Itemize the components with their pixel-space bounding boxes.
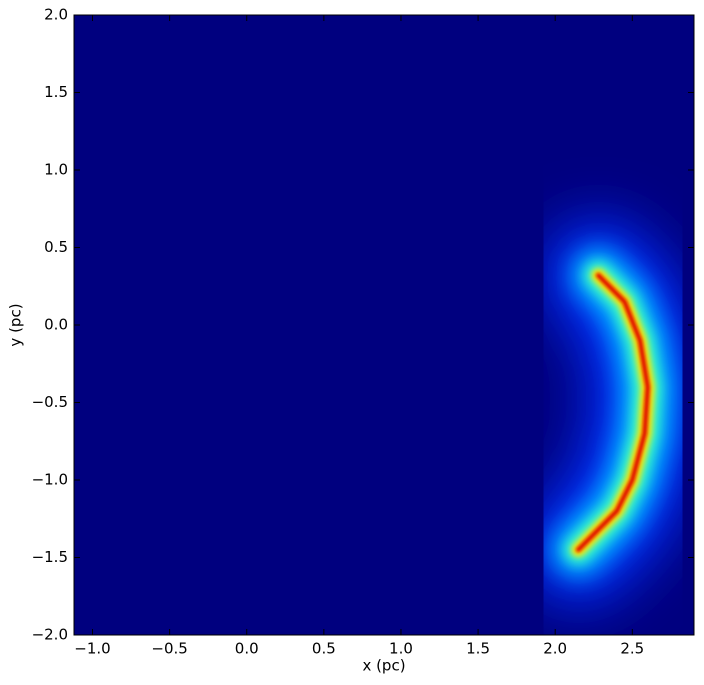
y-tick-label: 1.0 (44, 161, 68, 179)
x-tick-label: 2.5 (620, 640, 644, 658)
y-tick-label: 2.0 (44, 6, 68, 24)
y-tick-label: −2.0 (32, 626, 68, 644)
x-tick-label: 2.0 (543, 640, 567, 658)
density-ridge (575, 272, 651, 553)
y-tick-label: −0.5 (32, 393, 68, 411)
x-tick-label: 1.0 (389, 640, 413, 658)
y-tick-label: −1.5 (32, 548, 68, 566)
y-tick-label: 0.5 (44, 238, 68, 256)
y-tick-label: 1.5 (44, 83, 68, 101)
y-tick-label: 0.0 (44, 316, 68, 334)
density-layers (523, 220, 694, 605)
x-tick-label: 0.0 (235, 640, 259, 658)
x-tick-label: 1.5 (466, 640, 490, 658)
x-tick-label: 0.5 (312, 640, 336, 658)
y-axis-label: y (pc) (7, 303, 25, 346)
x-axis-label: x (pc) (362, 657, 405, 675)
x-tick-label: −1.0 (74, 640, 110, 658)
x-tick-label: −0.5 (151, 640, 187, 658)
y-tick-label: −1.0 (32, 471, 68, 489)
